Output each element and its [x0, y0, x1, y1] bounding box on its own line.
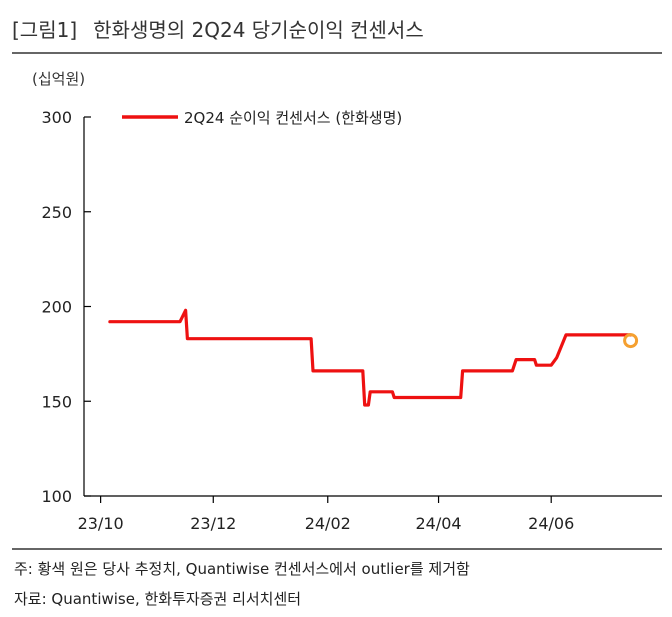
chart-legend: 2Q24 순이익 컨센서스 (한화생명)	[122, 109, 402, 127]
legend-entry: 2Q24 순이익 컨센서스 (한화생명)	[184, 109, 402, 127]
chart-note: 주: 황색 원은 당사 추정치, Quantiwise 컨센서스에서 outli…	[14, 560, 470, 578]
y-tick-label: 100	[41, 487, 72, 506]
x-tick-label: 24/06	[528, 514, 574, 533]
x-tick-label: 23/10	[78, 514, 124, 533]
title-divider	[12, 52, 662, 54]
x-tick-label: 23/12	[190, 514, 236, 533]
footer-divider	[12, 548, 662, 550]
chart-series	[108, 308, 639, 407]
figure-tag: [그림1]	[12, 17, 78, 42]
y-tick-label: 200	[41, 298, 72, 317]
x-tick-label: 24/04	[416, 514, 462, 533]
y-tick-label: 150	[41, 392, 72, 411]
figure-header: [그림1] 한화생명의 2Q24 당기순이익 컨센서스	[12, 10, 424, 46]
chart-axes: 100 150 200 250 300 23/10 23/12 24/02 24/04 24/06	[41, 108, 662, 533]
consensus-series-line	[108, 308, 633, 407]
chart-source: 자료: Quantiwise, 한화투자증권 리서치센터	[14, 590, 302, 608]
y-tick-label: 300	[41, 108, 72, 127]
estimate-point-marker	[623, 333, 639, 349]
figure-title: 한화생명의 2Q24 당기순이익 컨센서스	[93, 17, 424, 42]
x-tick-label: 24/02	[305, 514, 351, 533]
y-axis-unit-label: (십억원)	[32, 70, 86, 88]
y-tick-label: 250	[41, 203, 72, 222]
